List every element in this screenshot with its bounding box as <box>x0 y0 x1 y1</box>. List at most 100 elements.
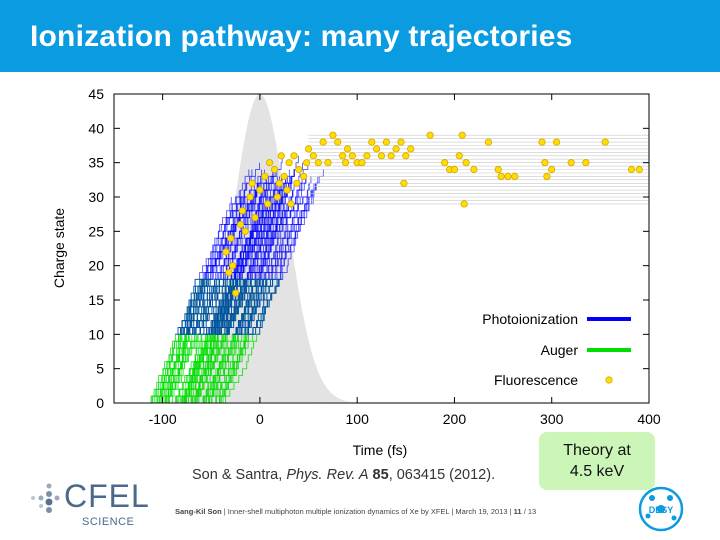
fluorescence-point <box>470 165 478 174</box>
fluorescence-point <box>397 138 405 146</box>
footer-total: / 13 <box>523 507 537 516</box>
fluorescence-point <box>246 193 254 201</box>
desy-logo: DESY <box>638 486 684 532</box>
fluorescence-point <box>497 172 505 180</box>
fluorescence-point <box>232 289 240 297</box>
fluorescence-point <box>241 227 249 235</box>
fluorescence-point <box>251 214 259 222</box>
fluorescence-point <box>302 159 311 167</box>
footer-text: | Inner-shell multiphoton multiple ioniz… <box>223 507 512 516</box>
fluorescence-point <box>227 234 235 242</box>
plateau-lines-layer <box>308 134 649 205</box>
x-tick-label: -100 <box>149 411 177 427</box>
fluorescence-point <box>387 152 395 160</box>
fluorescence-point <box>484 138 493 146</box>
fluorescence-point <box>265 159 274 167</box>
cfel-dots-icon <box>31 483 60 513</box>
legend-label-photoionization: Photoionization <box>482 311 578 327</box>
photoionization-trajectory <box>178 197 232 335</box>
fluorescence-point <box>338 152 347 160</box>
fluorescence-point <box>238 207 246 215</box>
fluorescence-point <box>290 152 298 160</box>
fluorescence-point <box>324 159 332 167</box>
fluorescence-point <box>541 159 549 167</box>
fluorescence-point <box>248 179 256 187</box>
y-tick-label: 20 <box>88 258 104 274</box>
fluorescence-point <box>300 172 308 180</box>
fluorescence-point <box>441 159 449 167</box>
tick-labels: -100 0 100 200 300 400 0 5 10 15 20 25 30 35 40 45 <box>88 86 660 427</box>
legend-label-auger: Auger <box>541 342 579 358</box>
fluorescence-point <box>293 179 301 187</box>
fluorescence-point <box>273 193 281 201</box>
fluorescence-point <box>377 152 386 160</box>
theory-line-1: Theory at <box>563 442 631 459</box>
y-tick-label: 40 <box>88 120 104 136</box>
fluorescence-point <box>348 152 356 160</box>
fluorescence-point <box>229 262 237 270</box>
fluorescence-point <box>567 159 575 167</box>
fluorescence-point <box>261 172 269 180</box>
fluorescence-point <box>548 165 556 174</box>
fluorescence-point <box>392 145 400 153</box>
cfel-logo: CFEL SCIENCE <box>24 476 149 532</box>
fluorescence-point <box>368 138 376 146</box>
y-tick-label: 25 <box>88 223 104 239</box>
title-bar: Ionization pathway: many trajectories <box>0 0 720 72</box>
x-tick-label: 0 <box>256 411 264 427</box>
citation-rest: , 063415 (2012). <box>388 467 496 483</box>
citation-journal: Phys. Rev. A <box>286 467 369 483</box>
y-tick-label: 5 <box>96 361 104 377</box>
theory-line-2: 4.5 keV <box>569 463 625 480</box>
y-tick-label: 10 <box>88 326 104 342</box>
fluorescence-point <box>582 159 590 167</box>
legend-swatch-fluorescence <box>605 376 613 384</box>
x-tick-label: 400 <box>637 411 661 427</box>
legend-label-fluorescence: Fluorescence <box>494 372 578 388</box>
fluorescence-point <box>511 172 519 180</box>
fluorescence-point <box>283 186 291 194</box>
y-axis-label: Charge state <box>51 208 67 288</box>
citation-authors: Son & Santra, <box>192 467 287 483</box>
fluorescence-point <box>363 152 371 160</box>
y-tick-label: 45 <box>88 86 104 102</box>
x-tick-label: 200 <box>443 411 467 427</box>
plot-frame <box>113 93 650 404</box>
citation-volume: 85 <box>372 467 389 483</box>
fluorescence-point <box>264 200 272 208</box>
y-tick-label: 30 <box>88 189 104 205</box>
photoionization-trajectory <box>237 197 301 335</box>
photoionization-trajectory <box>225 162 303 335</box>
fluorescence-point <box>552 138 561 146</box>
fluorescence-point <box>460 200 468 208</box>
fluorescence-point <box>277 152 285 160</box>
fluorescence-point <box>270 165 279 174</box>
fluorescence-point <box>222 248 230 256</box>
x-tick-label: 300 <box>540 411 564 427</box>
photoionization-trajectory <box>227 176 287 335</box>
x-tick-label: 100 <box>346 411 370 427</box>
fluorescence-point <box>334 138 342 146</box>
fluorescence-point <box>400 179 408 187</box>
fluorescence-point <box>358 159 366 167</box>
fluorescence-point <box>287 200 295 208</box>
axes-frame <box>113 93 650 404</box>
desy-ring-icon <box>638 486 684 532</box>
fluorescence-point <box>314 159 322 167</box>
footer: Sang-Kil Son | Inner-shell multiphoton m… <box>175 507 536 516</box>
fluorescence-point <box>627 165 636 174</box>
theory-callout: Theory at 4.5 keV <box>539 432 655 490</box>
legend: Photoionization Auger Fluorescence <box>482 311 631 388</box>
desy-wordmark: DESY <box>649 505 674 515</box>
fluorescence-point <box>635 165 643 174</box>
fluorescence-point <box>450 165 459 174</box>
fluorescence-point <box>236 220 245 229</box>
photoionization-trajectory <box>248 183 316 335</box>
photoionization-trajectory <box>201 176 268 335</box>
y-tick-label: 15 <box>88 292 104 308</box>
y-tick-label: 35 <box>88 155 104 171</box>
fluorescence-point <box>225 268 233 277</box>
fluorescence-point <box>285 159 293 167</box>
fluorescence-point <box>462 159 470 167</box>
photoionization-trajectory <box>184 183 246 335</box>
